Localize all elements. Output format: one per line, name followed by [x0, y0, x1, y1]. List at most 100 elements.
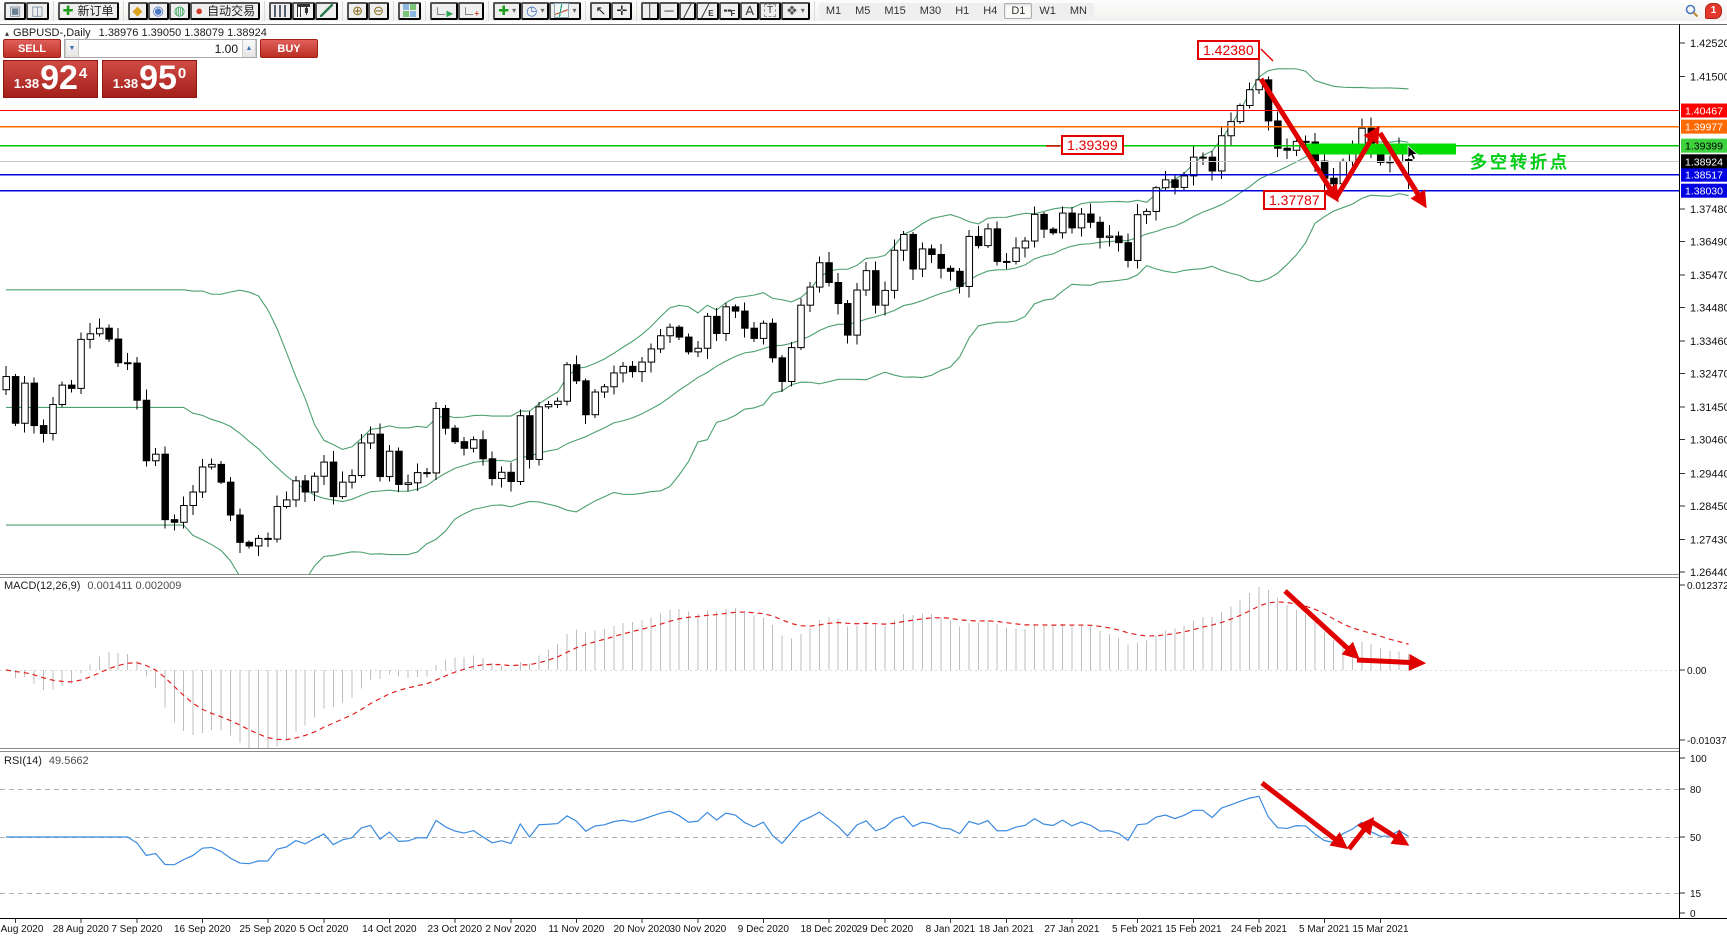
history-center-icon[interactable]: ◆: [127, 1, 148, 20]
auto-scroll-icon[interactable]: ∟ ▶: [429, 1, 458, 20]
text-label-icon[interactable]: T: [759, 1, 782, 20]
red-arrow-main[interactable]: [1377, 131, 1427, 209]
timeframe-m5[interactable]: M5: [848, 2, 878, 19]
notifications-icon[interactable]: 1: [1705, 2, 1722, 19]
text-icon[interactable]: A: [740, 1, 760, 20]
mouse-cursor-icon: [1407, 145, 1419, 161]
news-icon[interactable]: ◍: [168, 1, 191, 20]
red-arrow-main[interactable]: [1333, 125, 1380, 200]
bar-chart-icon[interactable]: [269, 1, 293, 20]
sell-button[interactable]: SELL: [3, 39, 61, 58]
toolbar-group-pointer-tools: ↖ ✛: [585, 0, 636, 21]
sell-price-point: 4: [78, 65, 88, 82]
timeframe-m1[interactable]: M1: [818, 2, 849, 19]
svg-text:1.39399: 1.39399: [1685, 141, 1723, 153]
line-chart-icon: [320, 4, 334, 17]
svg-text:29 Dec 2020: 29 Dec 2020: [857, 924, 914, 935]
timeframe-d1[interactable]: D1: [1004, 2, 1033, 19]
chinese-note-text[interactable]: 多空转折点: [1470, 153, 1570, 172]
panel-toggle-icon[interactable]: ▴: [5, 29, 10, 38]
red-arrow-rsi[interactable]: [1260, 781, 1349, 850]
timeframe-m15[interactable]: M15: [877, 2, 913, 19]
annotation-arrows[interactable]: [1046, 48, 1427, 851]
bar-chart-icon: [274, 4, 288, 17]
timeframe-h4[interactable]: H4: [976, 2, 1005, 19]
svg-text:8 Jan 2021: 8 Jan 2021: [926, 924, 976, 935]
price-tag-level[interactable]: 1.39399: [1061, 135, 1124, 155]
templates-icon[interactable]: ▾: [549, 1, 582, 20]
arrows-icon-dropdown[interactable]: ▾: [800, 6, 805, 15]
svg-text:0.012372: 0.012372: [1687, 581, 1727, 592]
add-indicator-icon-dropdown[interactable]: ▾: [512, 6, 517, 15]
price-axis[interactable]: 1.42520 1.41500 1.37480 1.36490 1.35470 1.344…: [1680, 38, 1727, 920]
timeframe-h1[interactable]: H1: [948, 2, 977, 19]
timeframe-mn[interactable]: MN: [1062, 2, 1094, 19]
cursor-icon[interactable]: ↖: [590, 1, 612, 20]
toolbar-group-insert-menus: ✚ ▾ ◷ ▾ ▾: [488, 0, 585, 21]
svg-text:1.34480: 1.34480: [1690, 302, 1727, 314]
svg-text:1.41500: 1.41500: [1690, 72, 1727, 84]
buy-price-base: 1.38: [112, 76, 139, 91]
search-icon[interactable]: [1684, 3, 1700, 19]
chart-shift-icon[interactable]: ∟ +: [457, 1, 485, 20]
price-tag-low[interactable]: 1.37787: [1263, 190, 1326, 210]
svg-text:19 Aug 2020: 19 Aug 2020: [0, 924, 44, 935]
periods-icon[interactable]: ◷ ▾: [521, 1, 550, 20]
svg-text:1.42520: 1.42520: [1690, 38, 1727, 50]
toolbar-right: 1: [1684, 2, 1727, 19]
sell-quote[interactable]: 1.38 92 4: [3, 60, 98, 98]
candlestick-chart-icon[interactable]: [292, 1, 316, 20]
hline-icon[interactable]: ─: [659, 1, 679, 20]
crosshair-icon[interactable]: ✛: [611, 1, 633, 20]
red-arrow-main[interactable]: [1258, 77, 1339, 203]
buy-button[interactable]: BUY: [260, 39, 318, 58]
red-arrow-macd[interactable]: [1283, 589, 1360, 660]
svg-text:25 Sep 2020: 25 Sep 2020: [239, 924, 296, 935]
buy-quote[interactable]: 1.38 95 0: [102, 60, 197, 98]
timeframe-m30[interactable]: M30: [912, 2, 949, 19]
autotrading-button[interactable]: ● 自动交易: [190, 1, 261, 20]
svg-text:-0.010374: -0.010374: [1687, 736, 1727, 747]
chart-window-icon[interactable]: ▣: [4, 1, 27, 20]
svg-text:1.40467: 1.40467: [1685, 106, 1723, 118]
trendline-icon[interactable]: ╱: [678, 1, 697, 20]
market-watch-icon[interactable]: ◉: [147, 1, 169, 20]
volume-input[interactable]: [79, 40, 242, 57]
arrows-icon[interactable]: ❖ ▾: [781, 1, 810, 20]
channel-icon[interactable]: ╱ E: [696, 1, 719, 20]
red-arrow-rsi[interactable]: [1370, 819, 1410, 846]
toolbar-group-timeframes: M1 M5 M15 M30 H1 H4 D1 W1 MN: [813, 0, 1098, 21]
timeframe-w1[interactable]: W1: [1032, 2, 1063, 19]
price-tag-high[interactable]: 1.42380: [1197, 40, 1260, 60]
candlestick-chart-icon: [297, 4, 311, 17]
line-chart-icon[interactable]: [315, 1, 339, 20]
volume-increase-button[interactable]: ▲: [242, 40, 256, 57]
macd-panel: [0, 586, 1679, 748]
tile-windows-icon[interactable]: [397, 1, 421, 20]
profiles-icon[interactable]: ◫: [26, 1, 49, 20]
fibonacci-icon[interactable]: ╍ F: [718, 1, 741, 20]
candles-layer: [2, 47, 1413, 556]
svg-text:2 Nov 2020: 2 Nov 2020: [485, 924, 537, 935]
zoom-out-icon[interactable]: ⊖: [367, 1, 389, 20]
zoom-in-icon[interactable]: ⊕: [347, 1, 368, 20]
svg-text:1.33460: 1.33460: [1690, 336, 1727, 348]
svg-text:1.28450: 1.28450: [1690, 501, 1727, 513]
svg-text:15 Mar 2021: 15 Mar 2021: [1352, 924, 1409, 935]
thick-trend-segment[interactable]: [1306, 143, 1456, 155]
vline-icon[interactable]: │: [641, 1, 660, 20]
red-arrow-macd[interactable]: [1356, 653, 1427, 671]
add-indicator-icon[interactable]: ✚ ▾: [493, 1, 522, 20]
svg-text:1.26440: 1.26440: [1690, 567, 1727, 579]
new-order-button[interactable]: ✚ 新订单: [57, 1, 119, 20]
svg-text:15 Feb 2021: 15 Feb 2021: [1165, 924, 1222, 935]
red-arrow-rsi[interactable]: [1347, 816, 1375, 851]
svg-text:100: 100: [1690, 754, 1707, 765]
rsi-label: RSI(14) 49.5662: [4, 755, 89, 767]
svg-text:50: 50: [1690, 833, 1702, 844]
periods-icon-dropdown[interactable]: ▾: [540, 6, 545, 15]
templates-icon-dropdown[interactable]: ▾: [572, 6, 577, 15]
volume-decrease-button[interactable]: ▼: [65, 40, 79, 57]
